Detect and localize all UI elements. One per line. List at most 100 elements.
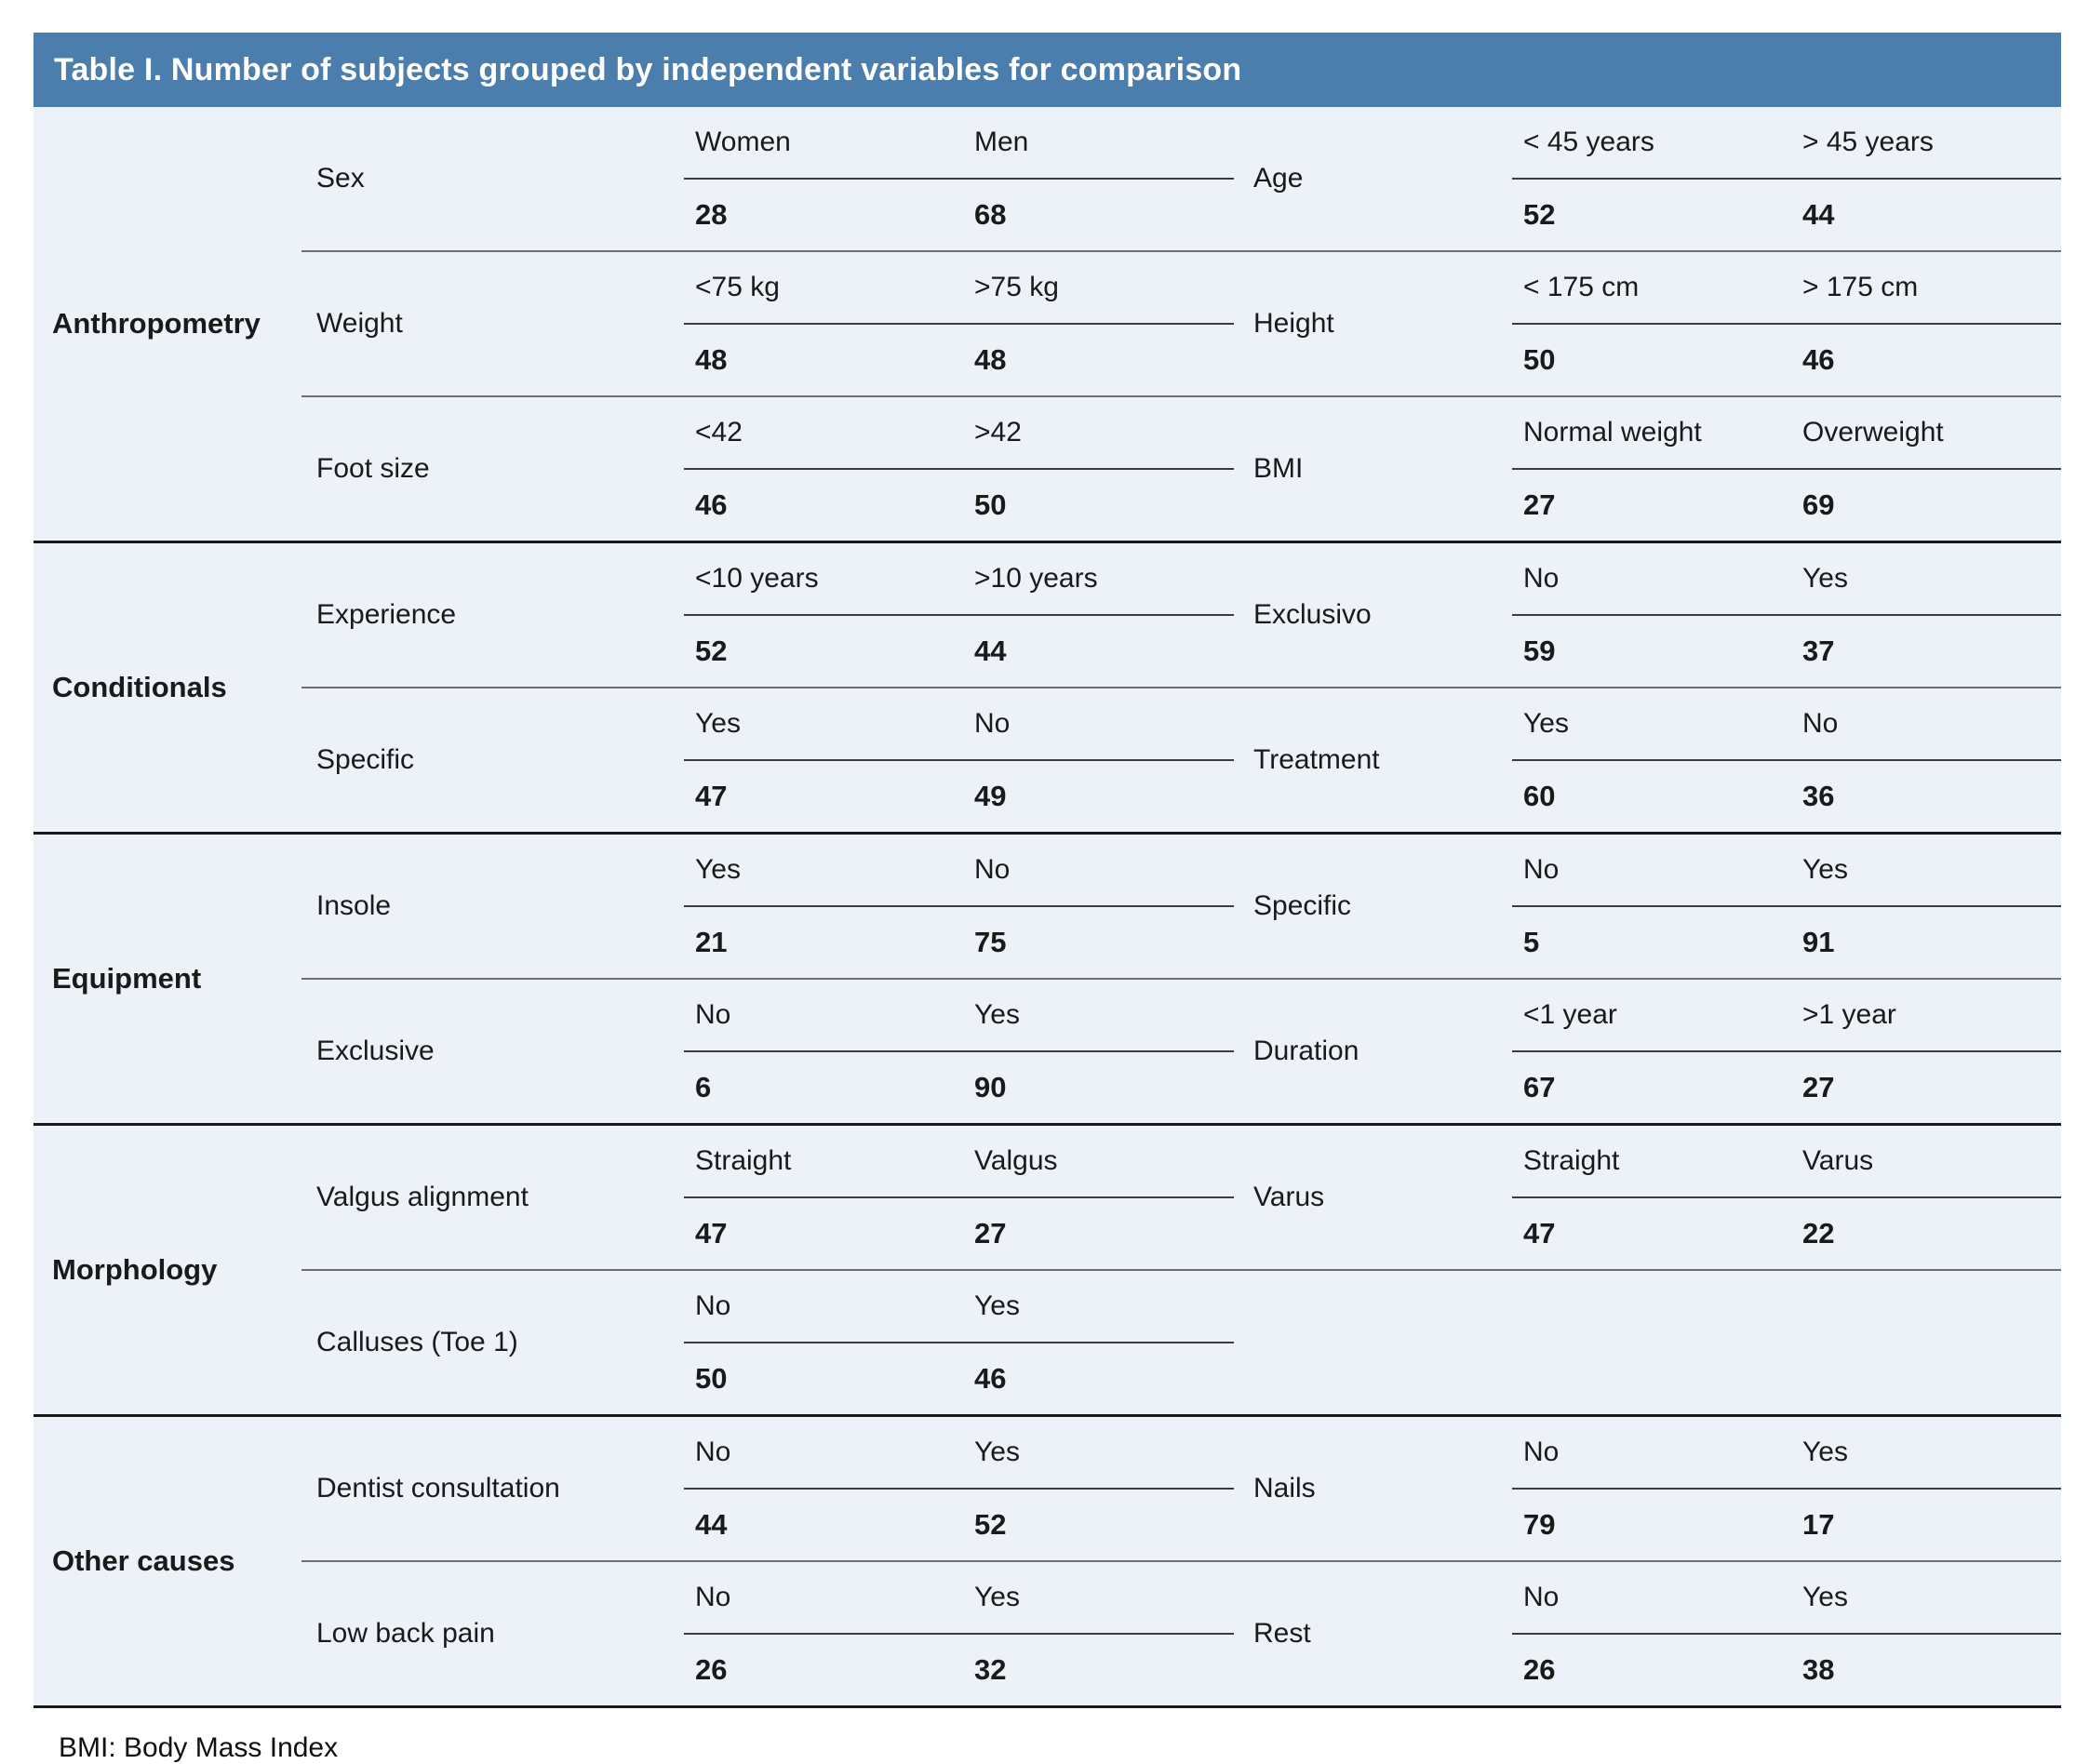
label-row: Low back pain No Yes Rest No Yes: [33, 1560, 2061, 1707]
value-cell: 21: [695, 926, 728, 958]
variable-cell: Weight: [301, 250, 684, 396]
value-cell: 60: [1523, 780, 1556, 812]
value-cell: 69: [1802, 488, 1835, 521]
category-label: Valgus: [963, 1124, 1234, 1198]
section-morphology: Morphology Valgus alignment Straight Val…: [33, 1124, 2061, 1416]
variable-cell: Duration: [1234, 978, 1512, 1125]
label-row: Morphology Valgus alignment Straight Val…: [33, 1124, 2061, 1286]
table-footnote: BMI: Body Mass Index: [59, 1732, 339, 1763]
value-cell: 26: [1523, 1653, 1556, 1686]
category-label: No: [684, 978, 963, 1052]
category-label: Yes: [684, 833, 963, 907]
label-row: Foot size <42 >42 BMI Normal weight Over…: [33, 395, 2061, 542]
category-label: Yes: [963, 978, 1234, 1052]
category-label: Overweight: [1791, 395, 2061, 470]
category-label: Yes: [1512, 687, 1791, 761]
value-cell: 17: [1802, 1508, 1835, 1541]
category-label: Yes: [1791, 541, 2061, 616]
section-anthropometry: Anthropometry Sex Women Men Age < 45 yea…: [33, 107, 2061, 542]
variable-cell: Exclusivo: [1253, 599, 1372, 630]
value-row: 21 75 5 91: [33, 906, 2061, 979]
value-cell: 37: [1802, 635, 1835, 667]
category-label: Women: [684, 107, 963, 180]
value-cell: 27: [1802, 1071, 1835, 1103]
label-row: Anthropometry Sex Women Men Age < 45 yea…: [33, 107, 2061, 340]
category-label: No: [963, 687, 1234, 761]
value-cell: 48: [974, 343, 1007, 376]
value-cell: 59: [1523, 635, 1556, 667]
value-cell: 79: [1523, 1508, 1556, 1541]
value-cell: 44: [695, 1508, 728, 1541]
group-cell: Other causes: [52, 1544, 235, 1577]
value-cell: 38: [1802, 1653, 1835, 1686]
table-title-bar: Table I. Number of subjects grouped by i…: [33, 33, 2061, 107]
value-cell: 52: [1523, 198, 1556, 231]
category-label: Yes: [963, 1415, 1234, 1490]
category-label-empty: [1512, 1269, 1791, 1343]
label-row: Exclusive No Yes Duration <1 year >1 yea…: [33, 978, 2061, 1125]
variable-cell: Height: [1234, 250, 1512, 396]
variable-cell: Insole: [316, 890, 392, 921]
value-cell: 47: [695, 1217, 728, 1250]
value-cell: 49: [974, 780, 1007, 812]
value-cell: 47: [695, 780, 728, 812]
label-row: Conditionals Experience <10 years >10 ye…: [33, 541, 2061, 703]
value-cell: 27: [1523, 488, 1556, 521]
category-label: >10 years: [963, 541, 1234, 616]
category-label: Varus: [1791, 1124, 2061, 1198]
value-cell: 46: [1802, 343, 1835, 376]
category-label: > 175 cm: [1791, 250, 2061, 325]
value-cell: 6: [695, 1071, 712, 1103]
value-cell: 50: [1523, 343, 1556, 376]
category-label: No: [963, 833, 1234, 907]
value-row: 6 90 67 27: [33, 1051, 2061, 1125]
value-row: 28 68 52 44: [33, 179, 2061, 251]
category-label: < 45 years: [1512, 107, 1791, 180]
subjects-table: Anthropometry Sex Women Men Age < 45 yea…: [33, 107, 2061, 1708]
value-cell: 28: [695, 198, 728, 231]
variable-cell: Specific: [1253, 890, 1352, 921]
value-cell-empty: [1512, 1343, 1791, 1416]
category-label: No: [684, 1269, 963, 1343]
category-label: No: [1791, 687, 2061, 761]
category-label: > 45 years: [1791, 107, 2061, 180]
category-label: No: [684, 1415, 963, 1490]
section-other-causes: Other causes Dentist consultation No Yes…: [33, 1415, 2061, 1707]
category-label: <1 year: [1512, 978, 1791, 1052]
value-cell: 91: [1802, 926, 1835, 958]
variable-cell: Specific: [301, 687, 684, 834]
variable-cell-empty: [1234, 1269, 1512, 1416]
category-label: >42: [963, 395, 1234, 470]
group-cell: Morphology: [52, 1253, 218, 1286]
group-cell: Equipment: [52, 962, 202, 995]
category-label: No: [1512, 541, 1791, 616]
value-cell: 75: [974, 926, 1007, 958]
category-label: No: [1512, 1415, 1791, 1490]
category-label: No: [1512, 1560, 1791, 1635]
variable-cell: Experience: [316, 599, 457, 630]
category-label: Men: [963, 107, 1234, 180]
category-label: Yes: [963, 1560, 1234, 1635]
category-label: <75 kg: [684, 250, 963, 325]
value-cell-empty: [1791, 1343, 2061, 1416]
value-cell: 67: [1523, 1071, 1556, 1103]
group-cell: Conditionals: [52, 671, 227, 703]
value-cell: 32: [974, 1653, 1007, 1686]
category-label: Straight: [684, 1124, 963, 1198]
value-cell: 44: [1802, 198, 1835, 231]
category-label: No: [1512, 833, 1791, 907]
variable-cell: Sex: [316, 163, 365, 194]
value-cell: 47: [1523, 1217, 1556, 1250]
category-label: Yes: [963, 1269, 1234, 1343]
value-row: 46 50 27 69: [33, 469, 2061, 542]
label-row: Other causes Dentist consultation No Yes…: [33, 1415, 2061, 1577]
value-cell: 5: [1523, 926, 1540, 958]
group-cell: Anthropometry: [52, 307, 261, 340]
label-row: Equipment Insole Yes No Specific No Yes: [33, 833, 2061, 995]
variable-cell: Calluses (Toe 1): [301, 1269, 684, 1416]
value-row: 50 46: [33, 1343, 2061, 1416]
variable-cell: BMI: [1234, 395, 1512, 542]
category-label: Yes: [1791, 833, 2061, 907]
value-cell: 26: [695, 1653, 728, 1686]
